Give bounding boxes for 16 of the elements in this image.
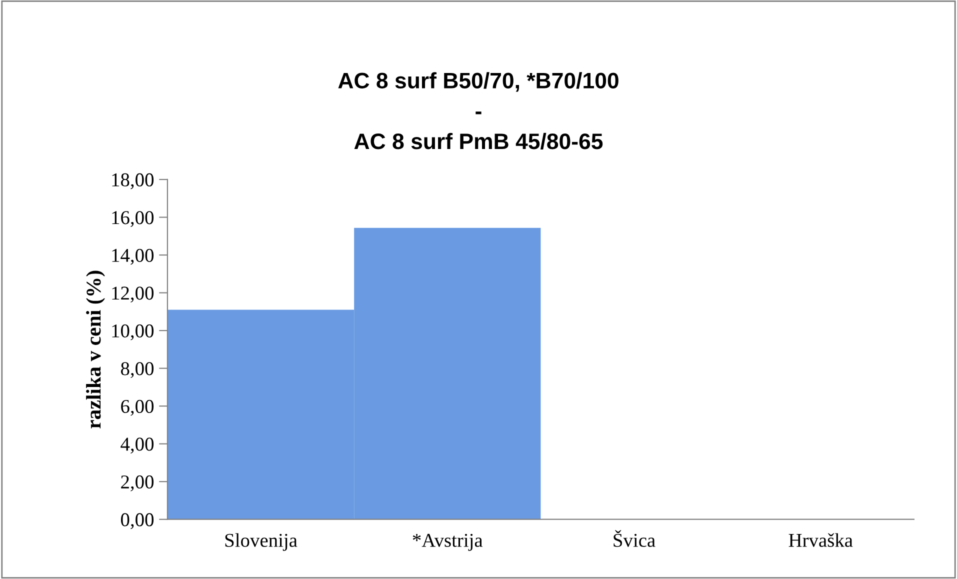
x-tick-label: *Avstrija <box>412 534 483 551</box>
y-tick-label: 10,00 <box>112 324 154 340</box>
y-tick-label: 2,00 <box>121 475 154 492</box>
y-axis-title: razlika v ceni (%) <box>86 270 105 428</box>
x-tick-label: Švica <box>614 530 656 547</box>
y-tick-label: 6,00 <box>121 400 154 416</box>
y-tick-label: 16,00 <box>112 211 154 227</box>
y-tick-label: 18,00 <box>112 173 154 190</box>
y-tick-label: 4,00 <box>120 438 154 454</box>
chart-title: AC 8 surf B50/70, *B70/100 - AC 8 surf PmB 45/80-65 <box>338 72 618 150</box>
x-tick-label: Hrvaška <box>788 533 853 547</box>
x-tick-label: Slovenija <box>225 533 298 551</box>
y-tick-label: 0,00 <box>120 513 154 530</box>
y-tick-label: 12,00 <box>112 286 154 303</box>
y-tick-label: 8,00 <box>120 362 154 378</box>
y-tick-label: 14,00 <box>112 248 154 265</box>
